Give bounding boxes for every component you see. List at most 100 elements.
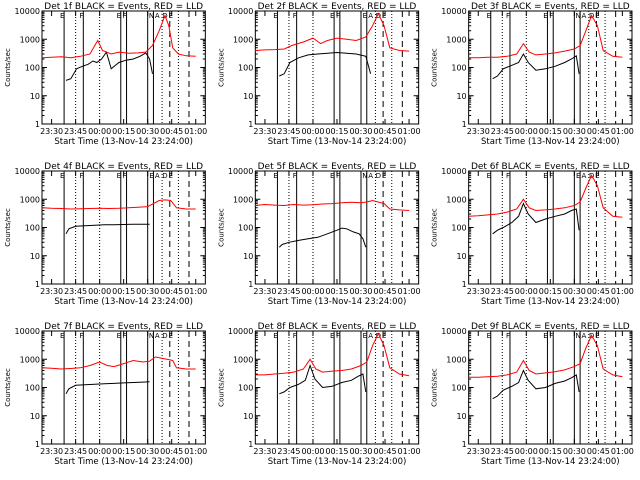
plot-frame bbox=[468, 330, 633, 445]
interval-marker: A bbox=[582, 12, 587, 20]
x-tick-label: 00:30 bbox=[563, 287, 586, 296]
interval-marker: F bbox=[506, 332, 510, 340]
x-tick-label: 23:30 bbox=[253, 447, 276, 456]
x-tick-label: 00:00 bbox=[88, 127, 111, 136]
y-tick-label: 1000 bbox=[20, 355, 40, 364]
interval-marker: A bbox=[582, 172, 587, 180]
interval-marker: A bbox=[155, 332, 160, 340]
interval-marker: D bbox=[162, 172, 167, 180]
y-tick-label: 10000 bbox=[228, 327, 253, 336]
x-tick-label: 00:45 bbox=[374, 287, 397, 296]
y-tick-label: 10 bbox=[30, 252, 40, 261]
interval-marker: E bbox=[382, 172, 386, 180]
y-tick-label: 10000 bbox=[441, 7, 466, 16]
x-axis-label: Start Time (13-Nov-14 23:24:00) bbox=[54, 297, 193, 307]
panel-title: Det 5f BLACK = Events, RED = LLD bbox=[258, 162, 417, 172]
plot-frame bbox=[41, 330, 206, 445]
y-tick-label: 1 bbox=[462, 280, 467, 289]
y-axis-label: Counts/sec bbox=[431, 208, 439, 247]
y-tick-label: 1 bbox=[248, 280, 253, 289]
interval-marker: E bbox=[363, 332, 367, 340]
y-tick-label: 100 bbox=[451, 224, 466, 233]
series-lld bbox=[468, 334, 623, 378]
y-tick-label: 100 bbox=[451, 384, 466, 393]
interval-marker: E bbox=[273, 332, 277, 340]
plot-frame bbox=[254, 330, 420, 445]
x-axis-label: Start Time (13-Nov-14 23:24:00) bbox=[481, 297, 620, 307]
x-tick-label: 23:30 bbox=[40, 287, 63, 296]
y-tick-label: 1 bbox=[462, 440, 467, 449]
plot-frame bbox=[254, 10, 420, 125]
x-tick-label: 00:00 bbox=[301, 287, 324, 296]
x-tick-label: 00:30 bbox=[136, 127, 159, 136]
x-tick-label: 00:15 bbox=[325, 127, 348, 136]
interval-marker: A bbox=[368, 172, 373, 180]
interval-marker: D bbox=[162, 332, 167, 340]
y-tick-label: 1000 bbox=[233, 355, 253, 364]
plot-frame bbox=[41, 170, 206, 285]
series-events bbox=[492, 369, 580, 400]
interval-marker: F bbox=[293, 172, 297, 180]
x-tick-label: 00:00 bbox=[88, 447, 111, 456]
x-tick-label: 01:00 bbox=[398, 287, 421, 296]
interval-marker: F bbox=[79, 332, 83, 340]
y-axis-label: Counts/sec bbox=[217, 368, 225, 407]
interval-marker: E bbox=[382, 12, 386, 20]
x-tick-label: 00:45 bbox=[160, 127, 183, 136]
x-tick-label: 01:00 bbox=[398, 127, 421, 136]
x-tick-label: 00:45 bbox=[587, 447, 610, 456]
x-tick-label: 23:30 bbox=[253, 287, 276, 296]
x-tick-label: 00:30 bbox=[349, 287, 372, 296]
y-tick-label: 100 bbox=[25, 384, 40, 393]
series-lld bbox=[255, 199, 410, 211]
y-tick-label: 10 bbox=[243, 92, 253, 101]
x-tick-label: 00:15 bbox=[112, 127, 135, 136]
series-lld bbox=[255, 12, 410, 52]
interval-marker: E bbox=[576, 172, 580, 180]
x-axis-label: Start Time (13-Nov-14 23:24:00) bbox=[481, 457, 620, 467]
interval-marker: E bbox=[330, 12, 334, 20]
interval-marker: F bbox=[336, 332, 340, 340]
x-tick-label: 00:30 bbox=[136, 287, 159, 296]
x-tick-label: 23:45 bbox=[491, 287, 514, 296]
y-tick-label: 10 bbox=[243, 252, 253, 261]
panel-title: Det 8f BLACK = Events, RED = LLD bbox=[258, 322, 417, 332]
x-tick-label: 00:30 bbox=[136, 447, 159, 456]
x-tick-label: 23:45 bbox=[64, 447, 87, 456]
interval-marker: F bbox=[506, 172, 510, 180]
y-axis-label: Counts/sec bbox=[217, 48, 225, 87]
interval-marker: E bbox=[330, 172, 334, 180]
x-axis-label: Start Time (13-Nov-14 23:24:00) bbox=[268, 457, 407, 467]
x-tick-label: 00:15 bbox=[112, 287, 135, 296]
y-tick-label: 100 bbox=[238, 224, 253, 233]
x-tick-label: 00:00 bbox=[88, 287, 111, 296]
y-tick-label: 10 bbox=[456, 412, 466, 421]
x-tick-label: 00:45 bbox=[587, 287, 610, 296]
interval-marker: F bbox=[506, 12, 510, 20]
series-events bbox=[279, 51, 372, 77]
x-tick-label: 23:30 bbox=[40, 447, 63, 456]
interval-marker: E bbox=[117, 172, 121, 180]
interval-marker: E bbox=[363, 12, 367, 20]
interval-marker: F bbox=[549, 12, 553, 20]
interval-marker: F bbox=[79, 172, 83, 180]
interval-marker: N bbox=[149, 12, 154, 20]
y-tick-label: 10 bbox=[30, 92, 40, 101]
series-lld bbox=[255, 332, 410, 377]
x-tick-label: 23:30 bbox=[467, 447, 490, 456]
interval-marker: E bbox=[117, 332, 121, 340]
y-tick-label: 1000 bbox=[233, 35, 253, 44]
x-tick-label: 00:30 bbox=[563, 447, 586, 456]
y-axis-label: Counts/sec bbox=[217, 208, 225, 247]
interval-marker: A bbox=[155, 172, 160, 180]
interval-marker: E bbox=[382, 332, 386, 340]
interval-marker: E bbox=[487, 12, 491, 20]
x-tick-label: 01:00 bbox=[398, 447, 421, 456]
